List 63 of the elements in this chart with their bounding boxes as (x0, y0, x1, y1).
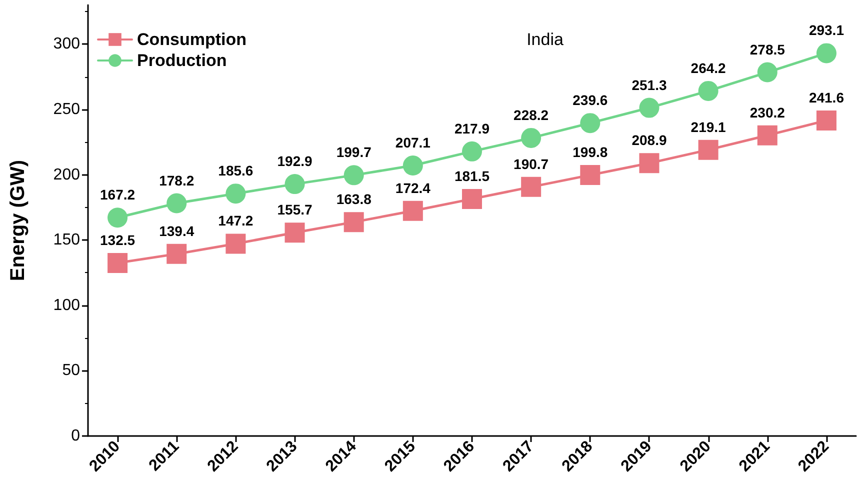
y-tick-label: 100 (53, 296, 80, 314)
y-tick-label: 150 (53, 232, 80, 249)
data-label: 228.2 (514, 106, 549, 123)
point (108, 208, 128, 228)
data-label: 139.4 (159, 222, 194, 239)
data-label: 264.2 (690, 60, 726, 76)
y-tick-label: 0 (71, 428, 80, 444)
point (402, 200, 423, 221)
point (816, 110, 836, 130)
point (698, 80, 718, 101)
data-label: 167.2 (100, 186, 136, 203)
point (166, 244, 187, 264)
y-tick-label: 250 (53, 100, 80, 118)
point (344, 165, 364, 186)
point (816, 43, 836, 64)
data-label: 192.9 (277, 153, 312, 170)
point (580, 165, 600, 186)
data-label: 185.6 (218, 162, 254, 179)
data-label: 147.2 (218, 212, 254, 229)
point (166, 193, 187, 214)
data-label: 230.2 (750, 104, 786, 120)
data-label: 178.2 (159, 172, 194, 188)
data-label: 208.9 (632, 132, 667, 148)
data-label: 181.5 (454, 168, 490, 184)
y-axis-title: Energy (GW) (7, 160, 29, 282)
point (108, 252, 128, 273)
y-tick-label: 300 (53, 36, 80, 53)
point (462, 141, 482, 162)
data-label: 239.6 (572, 92, 608, 108)
y-tick-label: 200 (53, 166, 80, 184)
data-label: 241.6 (808, 89, 844, 106)
point (639, 98, 660, 118)
point (521, 176, 542, 197)
legend-label: Production (137, 51, 227, 70)
point (344, 212, 364, 232)
point (226, 234, 246, 254)
point (226, 184, 246, 204)
point (698, 140, 718, 160)
y-tick-label: 50 (62, 362, 80, 380)
point (462, 188, 482, 209)
data-label: 199.8 (572, 144, 608, 160)
data-label: 217.9 (454, 120, 490, 136)
data-label: 199.7 (336, 144, 372, 160)
point (580, 113, 600, 134)
point (284, 222, 305, 243)
data-label: 251.3 (632, 76, 667, 93)
point (757, 62, 778, 82)
text: India (526, 30, 564, 49)
point (757, 125, 778, 146)
point (521, 128, 542, 148)
data-label: 163.8 (336, 191, 372, 208)
data-label: 155.7 (277, 202, 312, 218)
data-label: 207.1 (395, 134, 431, 151)
legend-label: Consumption (137, 30, 247, 49)
point (639, 153, 660, 174)
point (402, 156, 423, 176)
data-label: 278.5 (750, 41, 786, 58)
data-label: 293.1 (808, 22, 844, 38)
data-label: 172.4 (395, 180, 431, 196)
data-label: 132.5 (100, 232, 136, 248)
point (284, 174, 305, 194)
data-label: 219.1 (690, 118, 726, 135)
data-label: 190.7 (514, 156, 549, 172)
